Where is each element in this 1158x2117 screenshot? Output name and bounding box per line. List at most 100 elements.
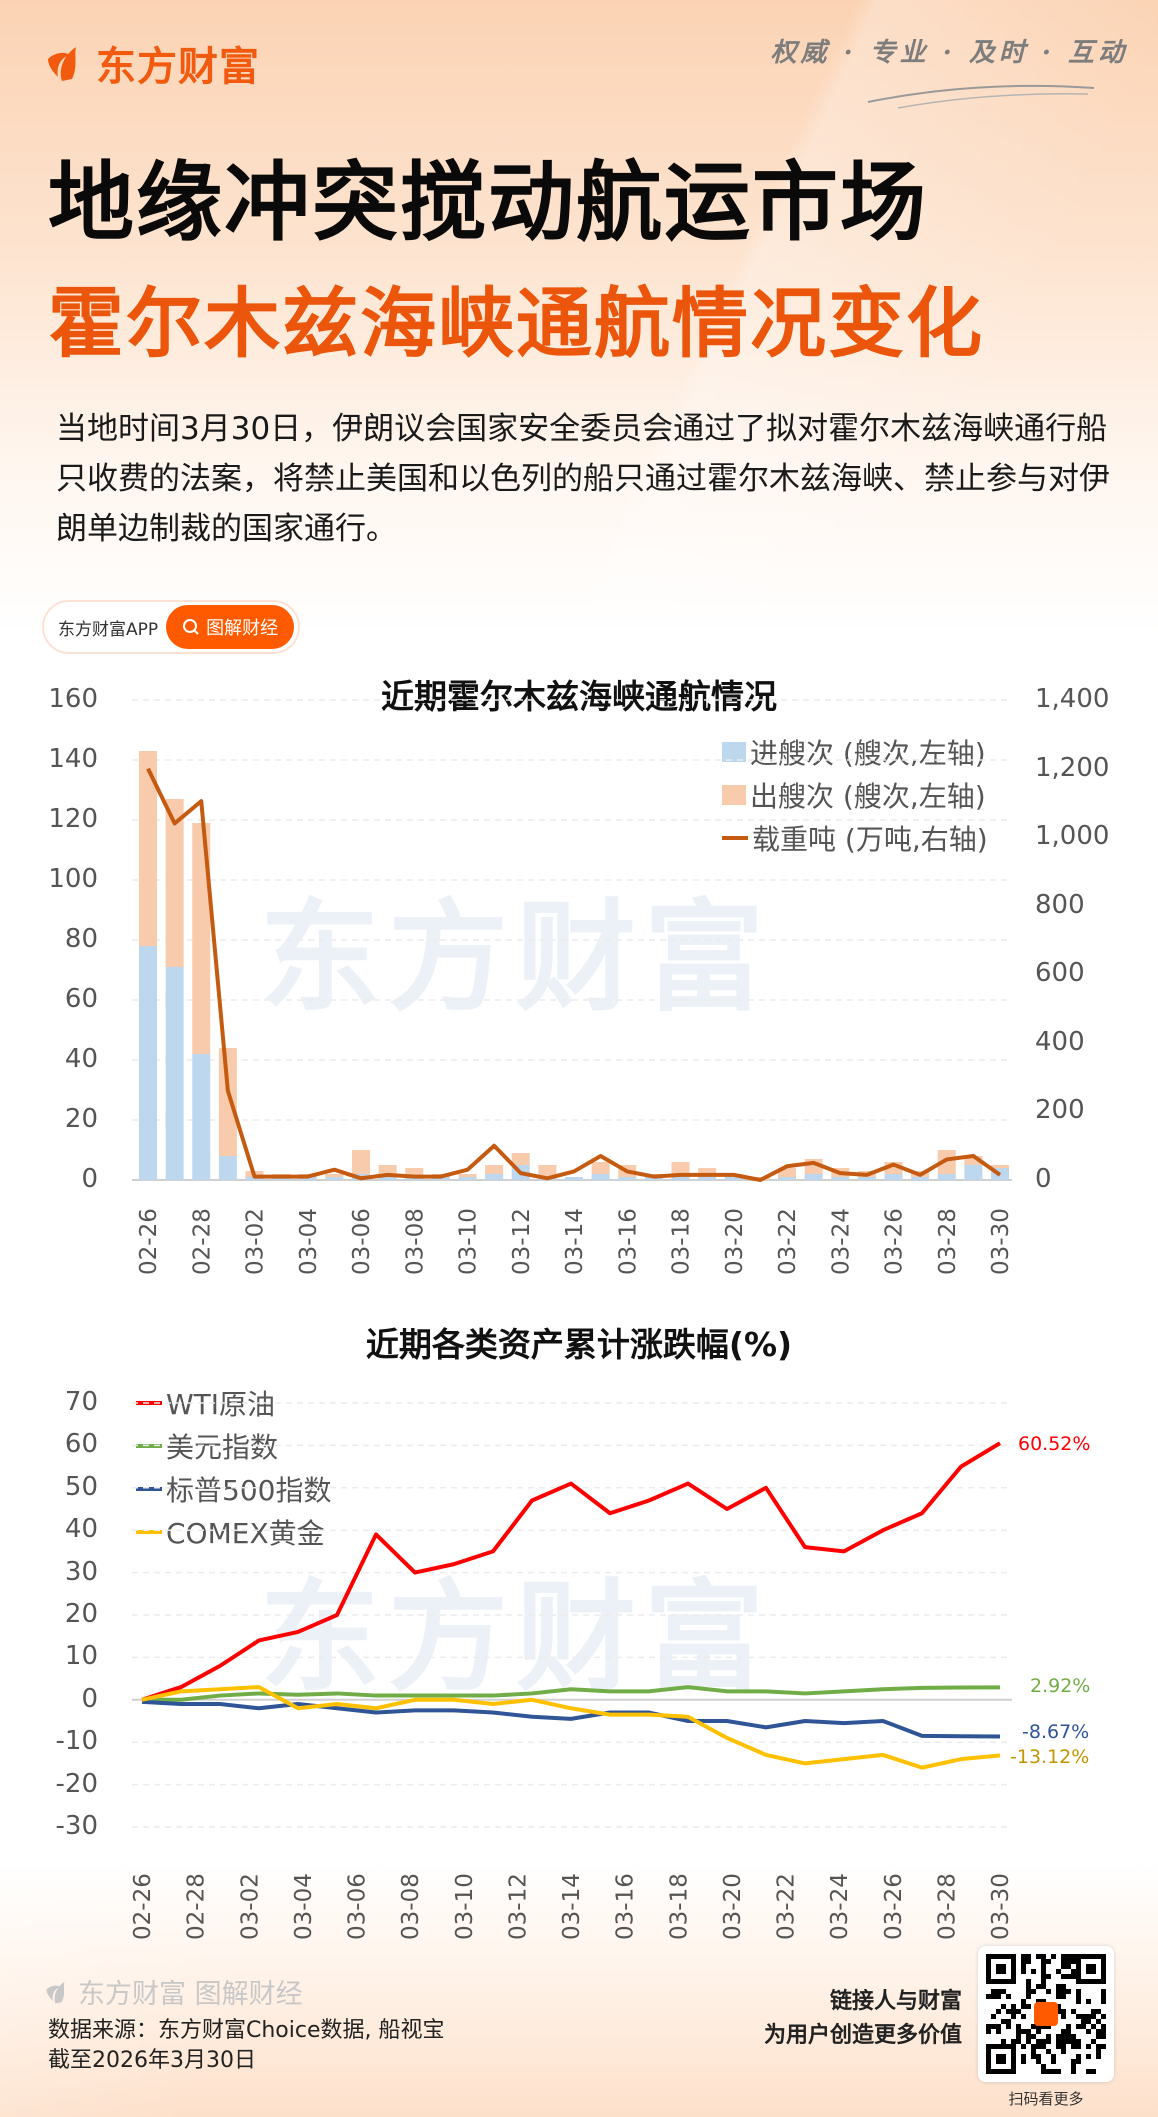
svg-text:03-16: 03-16: [613, 1873, 639, 1940]
as-of-date: 截至2026年3月30日: [48, 2048, 256, 2073]
app-badge: 东方财富APP 图解财经: [42, 600, 301, 654]
svg-text:03-14: 03-14: [559, 1873, 585, 1940]
intro-paragraph: 当地时间3月30日，伊朗议会国家安全委员会通过了拟对霍尔木兹海峡通行船只收费的法…: [56, 411, 1110, 547]
axis-tick-label: 10: [64, 1641, 98, 1672]
legend-swatch: [722, 741, 746, 762]
svg-text:03-18: 03-18: [666, 1873, 692, 1940]
usd-end-label: 2.92%: [1030, 1675, 1091, 1697]
axis-tick-label: 60: [64, 1429, 98, 1460]
app-label: 东方财富APP: [58, 619, 159, 640]
svg-text:02-26: 02-26: [130, 1873, 156, 1940]
qr-code-icon: [978, 1946, 1114, 2082]
legend-item: 进艘次 (艘次,左轴): [722, 730, 988, 773]
wti-end-label: 60.52%: [1018, 1433, 1091, 1455]
legend-swatch: [722, 784, 746, 805]
axis-tick-label: 1,200: [1035, 752, 1110, 783]
axis-tick-label: 800: [1035, 889, 1085, 920]
svg-text:02-28: 02-28: [189, 1208, 215, 1275]
axis-tick-label: -10: [55, 1726, 98, 1757]
svg-text:03-02: 03-02: [243, 1208, 269, 1275]
legend-swatch: [136, 1529, 162, 1534]
axis-tick-label: 140: [48, 744, 98, 774]
axis-tick-label: -30: [55, 1811, 98, 1841]
svg-text:03-14: 03-14: [562, 1208, 588, 1275]
svg-text:03-10: 03-10: [456, 1208, 482, 1275]
chart1-plot: 02-26 02-28 03-02 03-04 03-06 03-08 03-10 03-12…: [132, 699, 1014, 1275]
svg-text:03-04: 03-04: [291, 1873, 317, 1940]
sp500-end-label: -8.67%: [1022, 1721, 1090, 1743]
flame-logo-icon: [48, 47, 76, 81]
axis-tick-label: 100: [48, 864, 98, 894]
flame-logo-icon: [46, 1981, 65, 2003]
axis-tick-label: -20: [55, 1768, 98, 1799]
svg-text:03-28: 03-28: [935, 1208, 961, 1275]
svg-text:03-10: 03-10: [452, 1873, 478, 1940]
legend-swatch: [722, 835, 748, 840]
page-title: 地缘冲突搅动航运市场: [48, 153, 928, 253]
axis-tick-label: 20: [64, 1104, 98, 1134]
axis-tick-label: 200: [1035, 1095, 1085, 1126]
graphic-finance-label: 图解财经: [206, 618, 279, 639]
data-source: 数据来源：东方财富Choice数据, 船视宝 截至2026年3月30日: [48, 2016, 445, 2076]
axis-tick-label: 600: [1035, 958, 1085, 989]
svg-text:03-18: 03-18: [669, 1208, 695, 1275]
svg-text:03-20: 03-20: [722, 1208, 748, 1275]
brand-slogan: 权威 · 专业 · 及时 · 互动: [770, 38, 1128, 68]
svg-text:03-24: 03-24: [828, 1208, 854, 1275]
qr-caption: 扫码看更多: [1008, 2090, 1084, 2108]
legend-item: WTI原油: [136, 1381, 331, 1424]
axis-tick-label: 50: [64, 1471, 98, 1502]
axis-tick-label: 1,400: [1035, 684, 1110, 714]
axis-tick-label: 40: [64, 1044, 98, 1074]
svg-text:03-24: 03-24: [827, 1873, 853, 1940]
axis-tick-label: 20: [64, 1599, 98, 1629]
brand-name: 东方财富: [96, 44, 260, 90]
swoosh-decoration: [867, 84, 1095, 109]
legend-item: 出艘次 (艘次,左轴): [722, 773, 988, 816]
svg-text:03-26: 03-26: [881, 1873, 907, 1940]
axis-tick-label: 80: [64, 924, 98, 954]
svg-text:03-06: 03-06: [345, 1873, 371, 1940]
brand-logo: 东方财富: [44, 34, 260, 92]
svg-text:03-16: 03-16: [615, 1208, 641, 1275]
svg-text:03-22: 03-22: [775, 1208, 801, 1275]
footer-slogan: 链接人与财富 为用户创造更多价值: [763, 1989, 962, 2048]
footer-logo: 东方财富 图解财经: [44, 1972, 303, 2011]
chart1-title: 近期霍尔木兹海峡通航情况: [381, 677, 777, 716]
svg-text:02-26: 02-26: [136, 1208, 162, 1275]
svg-text:03-08: 03-08: [398, 1873, 424, 1940]
page-subtitle: 霍尔木兹海峡通航情况变化: [48, 279, 984, 368]
watermark: 东方财富: [260, 1569, 772, 1708]
svg-text:03-04: 03-04: [296, 1208, 322, 1275]
chart2-legend: WTI原油 美元指数 标普500指数 COMEX黄金: [136, 1381, 331, 1553]
axis-tick-label: 160: [48, 684, 98, 714]
search-icon: [183, 619, 199, 635]
axis-tick-label: 400: [1035, 1026, 1085, 1057]
axis-tick-label: 30: [64, 1556, 98, 1587]
svg-text:03-08: 03-08: [402, 1208, 428, 1275]
axis-tick-label: 40: [64, 1514, 98, 1545]
svg-text:03-26: 03-26: [882, 1208, 908, 1275]
legend-item: COMEX黄金: [136, 1510, 331, 1553]
svg-text:03-06: 03-06: [349, 1208, 375, 1275]
svg-text:03-30: 03-30: [988, 1873, 1014, 1940]
svg-text:03-22: 03-22: [774, 1873, 800, 1940]
legend-item: 载重吨 (万吨,右轴): [722, 816, 988, 859]
svg-text:03-20: 03-20: [720, 1873, 746, 1940]
chart2-plot: 02-26 02-28 03-02 03-04 03-06 03-08 03-10 03-12…: [130, 1402, 1014, 1940]
watermark: 东方财富: [260, 889, 772, 1028]
axis-tick-label: 0: [1035, 1164, 1052, 1194]
qr-code[interactable]: [978, 1946, 1114, 2082]
axis-tick-label: 60: [64, 984, 98, 1014]
axis-tick-label: 0: [81, 1683, 98, 1714]
svg-text:03-28: 03-28: [934, 1873, 960, 1940]
svg-text:03-30: 03-30: [988, 1208, 1014, 1275]
svg-text:03-02: 03-02: [237, 1873, 263, 1940]
graphic-finance-button[interactable]: 图解财经: [166, 605, 295, 649]
axis-tick-label: 0: [81, 1164, 98, 1194]
svg-text:03-12: 03-12: [509, 1208, 535, 1275]
svg-text:03-12: 03-12: [505, 1873, 531, 1940]
axis-tick-label: 120: [48, 804, 98, 834]
gold-end-label: -13.12%: [1010, 1746, 1090, 1768]
chart1-legend: 进艘次 (艘次,左轴) 出艘次 (艘次,左轴) 载重吨 (万吨,右轴): [722, 730, 988, 859]
